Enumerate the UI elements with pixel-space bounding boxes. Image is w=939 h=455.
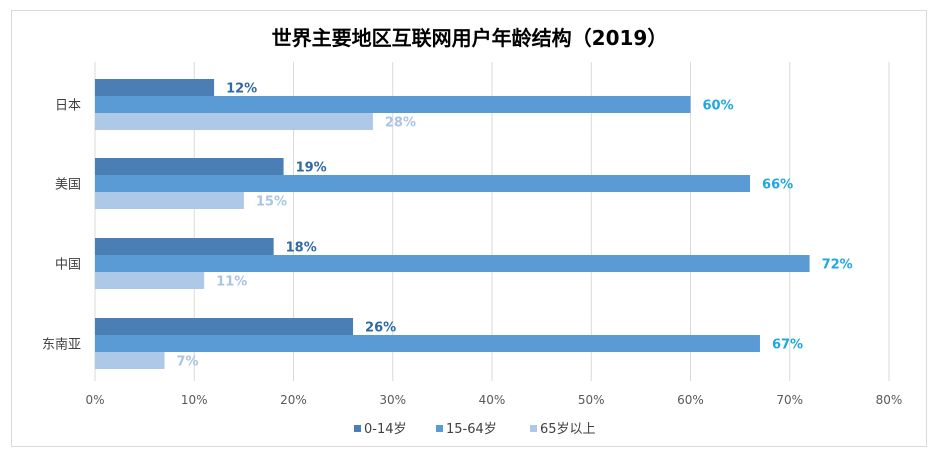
bar bbox=[95, 272, 205, 289]
data-label: 66% bbox=[762, 178, 793, 193]
data-label: 7% bbox=[176, 355, 198, 370]
bar bbox=[95, 113, 373, 130]
bar bbox=[95, 335, 760, 352]
x-tick-label: 0% bbox=[85, 393, 104, 407]
data-label: 28% bbox=[385, 116, 416, 131]
data-label: 15% bbox=[256, 195, 287, 210]
legend-swatch bbox=[436, 425, 443, 432]
x-tick-label: 30% bbox=[379, 393, 406, 407]
x-tick-label: 40% bbox=[479, 393, 506, 407]
x-tick-label: 20% bbox=[280, 393, 307, 407]
category-label: 日本 bbox=[55, 99, 81, 114]
legend-swatch bbox=[354, 425, 361, 432]
bar bbox=[95, 79, 215, 96]
chart-title: 世界主要地区互联网用户年龄结构（2019） bbox=[271, 26, 668, 50]
bar bbox=[95, 238, 274, 255]
legend-label: 65岁以上 bbox=[540, 422, 596, 437]
x-tick-label: 50% bbox=[578, 393, 605, 407]
data-label: 12% bbox=[226, 82, 257, 97]
data-label: 60% bbox=[703, 99, 734, 114]
data-label: 72% bbox=[822, 258, 853, 273]
legend: 0-14岁 15-64岁 65岁以上 bbox=[354, 422, 596, 437]
bar bbox=[95, 192, 244, 209]
x-tick-label: 60% bbox=[677, 393, 704, 407]
x-tick-label: 10% bbox=[181, 393, 208, 407]
bar bbox=[95, 96, 691, 113]
bar bbox=[95, 158, 284, 175]
bar bbox=[95, 318, 354, 335]
category-label: 中国 bbox=[55, 258, 81, 273]
data-label: 26% bbox=[365, 321, 396, 336]
tick-labels: 0% 10% 20% 30% 40% 50% 60% 70% 80% bbox=[85, 393, 902, 407]
category-label: 美国 bbox=[55, 178, 81, 193]
legend-label: 15-64岁 bbox=[446, 422, 497, 437]
data-label: 19% bbox=[296, 161, 327, 176]
legend-label: 0-14岁 bbox=[364, 422, 407, 437]
x-tick-label: 70% bbox=[776, 393, 803, 407]
data-label: 18% bbox=[286, 241, 317, 256]
data-label: 67% bbox=[772, 338, 803, 353]
x-tick-label: 80% bbox=[876, 393, 903, 407]
bars: 12% 60% 28% 19% 66% 15% 18% 72% 11% 26% 67% 7% bbox=[95, 79, 853, 370]
bar bbox=[95, 255, 810, 272]
bar bbox=[95, 352, 165, 369]
category-label: 东南亚 bbox=[42, 337, 81, 353]
legend-swatch bbox=[530, 425, 537, 432]
bar bbox=[95, 175, 751, 192]
data-label: 11% bbox=[216, 275, 247, 290]
